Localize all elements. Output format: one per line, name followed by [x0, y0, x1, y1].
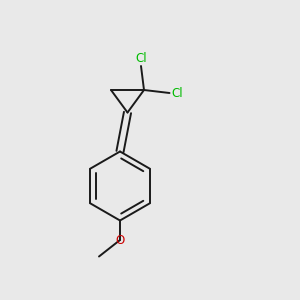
Text: Cl: Cl: [135, 52, 147, 64]
Text: Cl: Cl: [171, 86, 183, 100]
Text: O: O: [116, 233, 124, 247]
